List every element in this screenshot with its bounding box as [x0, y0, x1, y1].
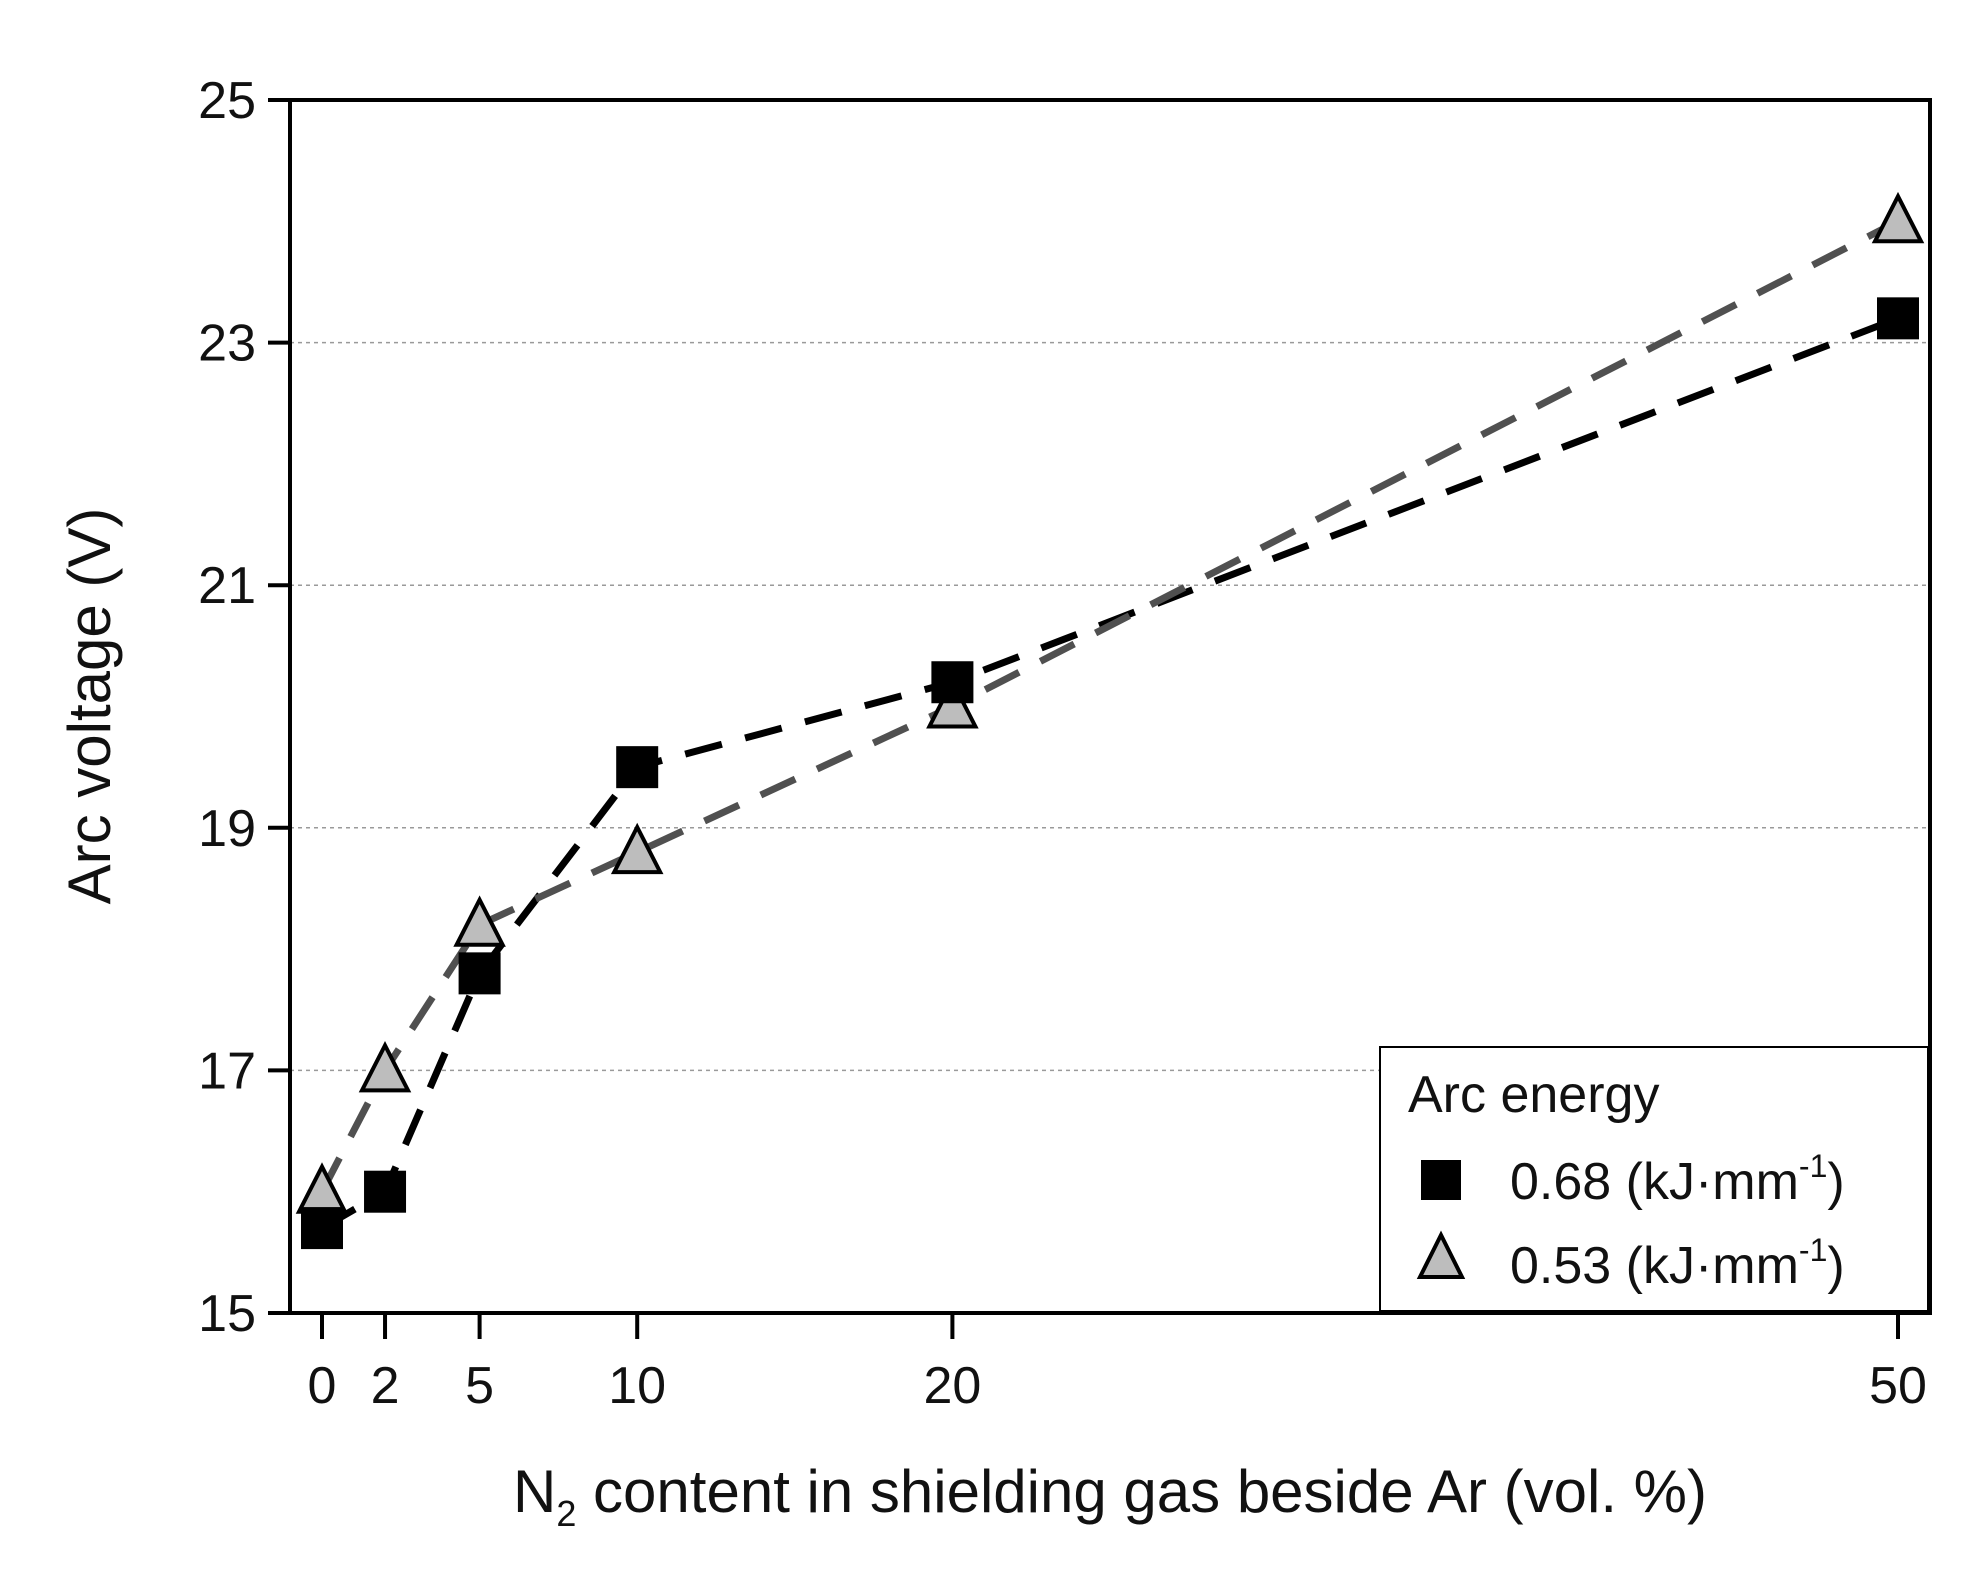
x-tick-label-20: 20: [923, 1357, 981, 1415]
series-1-square-point-x20: [931, 661, 974, 704]
y-tick-label-21: 21: [198, 557, 256, 615]
x-tick-label-10: 10: [608, 1357, 666, 1415]
series-2-triangle-point-x0: [295, 1162, 349, 1214]
legend-label-series-1-close: ): [1827, 1153, 1844, 1211]
x-axis-title-suffix: content in shielding gas beside Ar (vol.…: [576, 1458, 1707, 1525]
series-2-triangle-point-x20: [926, 677, 979, 729]
series-1-square-point-x0: [301, 1207, 343, 1250]
grid-lines: [290, 341, 1930, 1072]
series-1-square-point-x50: [1877, 297, 1919, 340]
x-axis-title-subscript: 2: [556, 1493, 576, 1534]
y-tick-label-19: 19: [198, 800, 256, 858]
x-tick-label-2: 2: [371, 1357, 400, 1415]
trend-lines: [318, 218, 1900, 1232]
data-markers: [295, 191, 1925, 1250]
x-axis-ticks: 0 2 5 10 20 50: [308, 1313, 1927, 1415]
legend: Arc energy 0.68 (kJ·mm-1) 0.53 (kJ·mm-1): [1379, 1046, 1929, 1312]
x-axis-title: N2 content in shielding gas beside Ar (v…: [513, 1458, 1707, 1534]
series-1-square-point-x2: [364, 1170, 407, 1213]
series-1-dashed-line: [320, 315, 1900, 1232]
y-axis-ticks: 15 17 19 21 23 25: [198, 72, 290, 1343]
series-1-square-point-x10: [616, 746, 659, 789]
x-axis-title-prefix: N: [513, 1458, 556, 1525]
series-2-triangle-point-x2: [358, 1041, 412, 1093]
legend-box: [1379, 1046, 1929, 1312]
y-tick-label-17: 17: [198, 1042, 256, 1100]
x-tick-label-50: 50: [1869, 1357, 1927, 1415]
legend-label-series-2-main: 0.53 (kJ·mm: [1510, 1237, 1799, 1295]
legend-label-series-1-sup: -1: [1799, 1148, 1827, 1184]
legend-label-series-2-close: ): [1827, 1237, 1844, 1295]
legend-label-series-2: 0.53 (kJ·mm-1): [1510, 1232, 1845, 1295]
series-1-square-point-x5: [458, 952, 501, 995]
y-tick-label-25: 25: [198, 72, 256, 130]
x-tick-label-0: 0: [308, 1357, 337, 1415]
legend-label-series-2-sup: -1: [1799, 1232, 1827, 1268]
series-2-triangle-point-x10: [610, 822, 664, 875]
series-2-triangle-point-x50: [1871, 191, 1925, 244]
legend-triangle-marker: [1416, 1230, 1466, 1279]
series-2-triangle-point-x5: [453, 895, 506, 947]
legend-label-series-1-main: 0.68 (kJ·mm: [1510, 1153, 1799, 1211]
x-tick-label-5: 5: [465, 1357, 494, 1415]
series-2-dashed-line: [318, 218, 1900, 1194]
plot-frame: [288, 98, 1932, 1315]
legend-title: Arc energy: [1408, 1066, 1659, 1124]
y-tick-label-15: 15: [198, 1285, 256, 1343]
legend-square-marker: [1421, 1160, 1461, 1200]
y-axis-title: Arc voltage (V): [56, 508, 123, 905]
legend-label-series-1: 0.68 (kJ·mm-1): [1510, 1148, 1845, 1211]
y-tick-label-23: 23: [198, 315, 256, 373]
